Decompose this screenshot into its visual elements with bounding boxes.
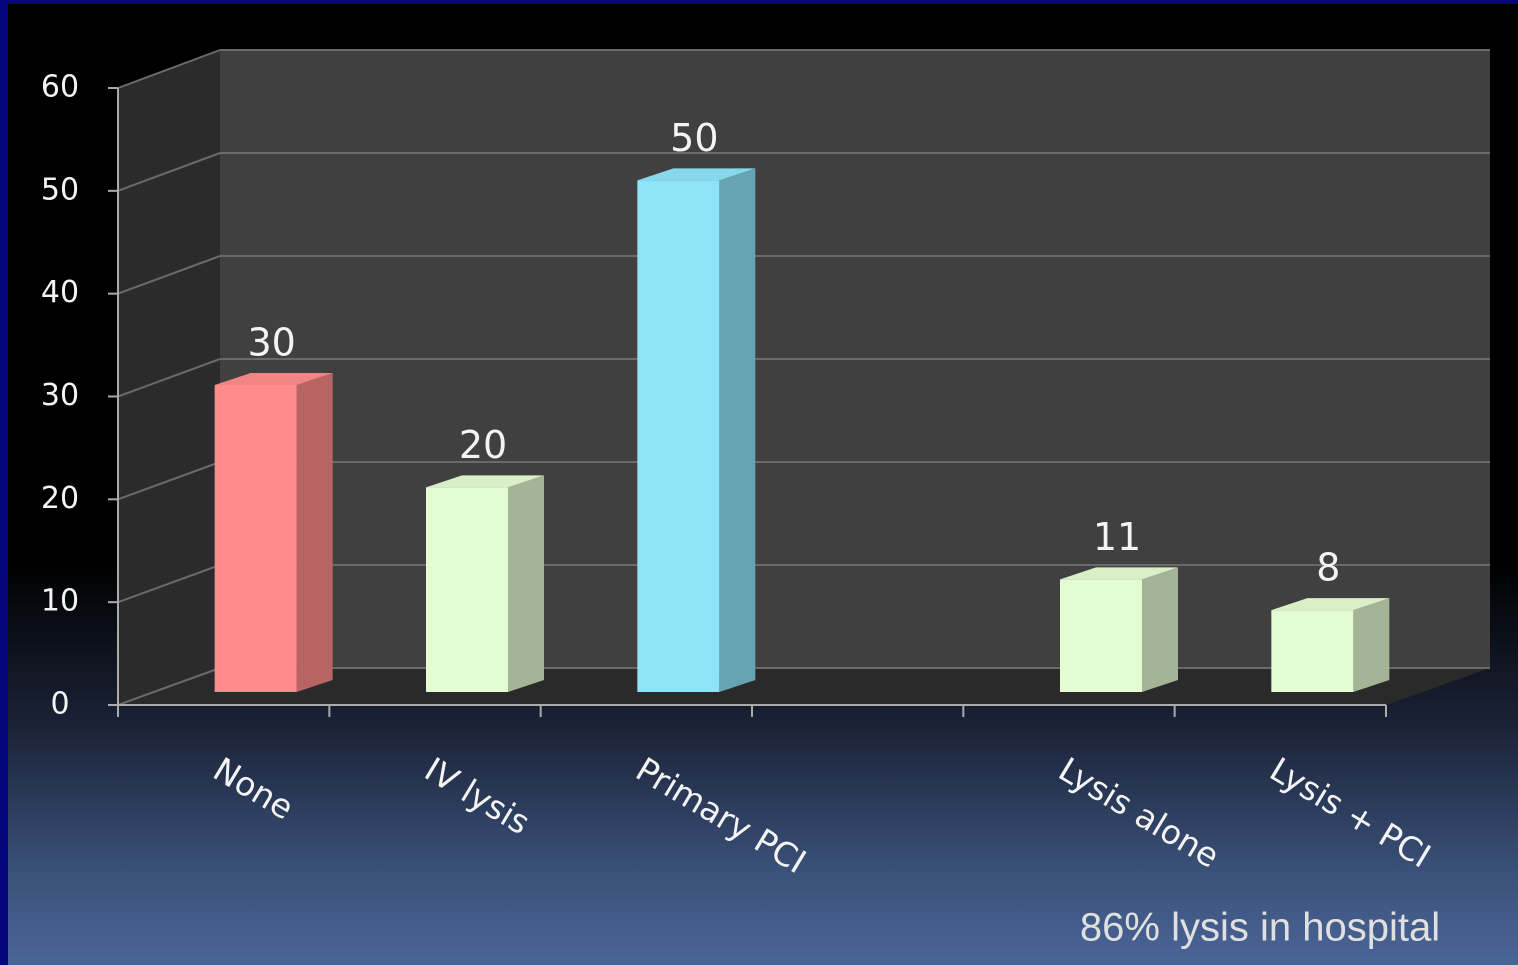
bar-top bbox=[1271, 598, 1390, 611]
x-tick-label: None bbox=[207, 750, 301, 828]
y-tick-label: 60 bbox=[41, 70, 79, 105]
bar-side bbox=[508, 475, 544, 692]
x-tick-label: Lysis alone bbox=[1052, 750, 1226, 876]
data-label: 50 bbox=[670, 116, 718, 160]
data-label: 8 bbox=[1316, 546, 1340, 590]
data-label: 30 bbox=[247, 321, 295, 365]
data-label: 20 bbox=[459, 423, 507, 467]
chart: 86% lysis in hospital 0 10 20 30 40 50 60 None 3… bbox=[41, 49, 1490, 950]
grid-line bbox=[117, 461, 221, 501]
bar bbox=[426, 487, 508, 692]
bar-top bbox=[637, 168, 756, 181]
grid-line bbox=[117, 564, 221, 604]
slide: 86% lysis in hospital 0 10 20 30 40 50 60 None 3… bbox=[8, 4, 1518, 965]
bar bbox=[1060, 579, 1142, 692]
x-tick-label: Lysis + PCI bbox=[1263, 750, 1437, 876]
y-tick-label: 50 bbox=[41, 172, 79, 207]
y-tick-label: 0 bbox=[50, 687, 69, 722]
grid-line bbox=[117, 255, 221, 295]
y-tick-label: 20 bbox=[41, 481, 79, 516]
data-label: 11 bbox=[1093, 515, 1141, 559]
x-tick-label: Primary PCI bbox=[629, 750, 813, 882]
grid-line bbox=[117, 667, 221, 706]
bar-top bbox=[214, 373, 333, 385]
bar-side bbox=[1353, 598, 1390, 692]
bar bbox=[214, 385, 297, 692]
bar-side bbox=[719, 168, 756, 693]
grid-line bbox=[117, 358, 221, 398]
y-tick-label: 10 bbox=[41, 584, 79, 619]
annotation: 86% lysis in hospital bbox=[1080, 906, 1440, 950]
grid-line bbox=[117, 49, 221, 89]
bar bbox=[637, 180, 720, 693]
x-tick-label: IV lysis bbox=[418, 750, 537, 843]
grid-line bbox=[117, 152, 221, 192]
bar-top bbox=[1060, 567, 1178, 580]
bar bbox=[1271, 610, 1354, 692]
bar-side bbox=[1142, 567, 1178, 692]
y-tick-label: 40 bbox=[41, 275, 79, 310]
bar-top bbox=[426, 475, 544, 488]
bar-side bbox=[296, 373, 333, 692]
y-tick-label: 30 bbox=[41, 378, 79, 413]
